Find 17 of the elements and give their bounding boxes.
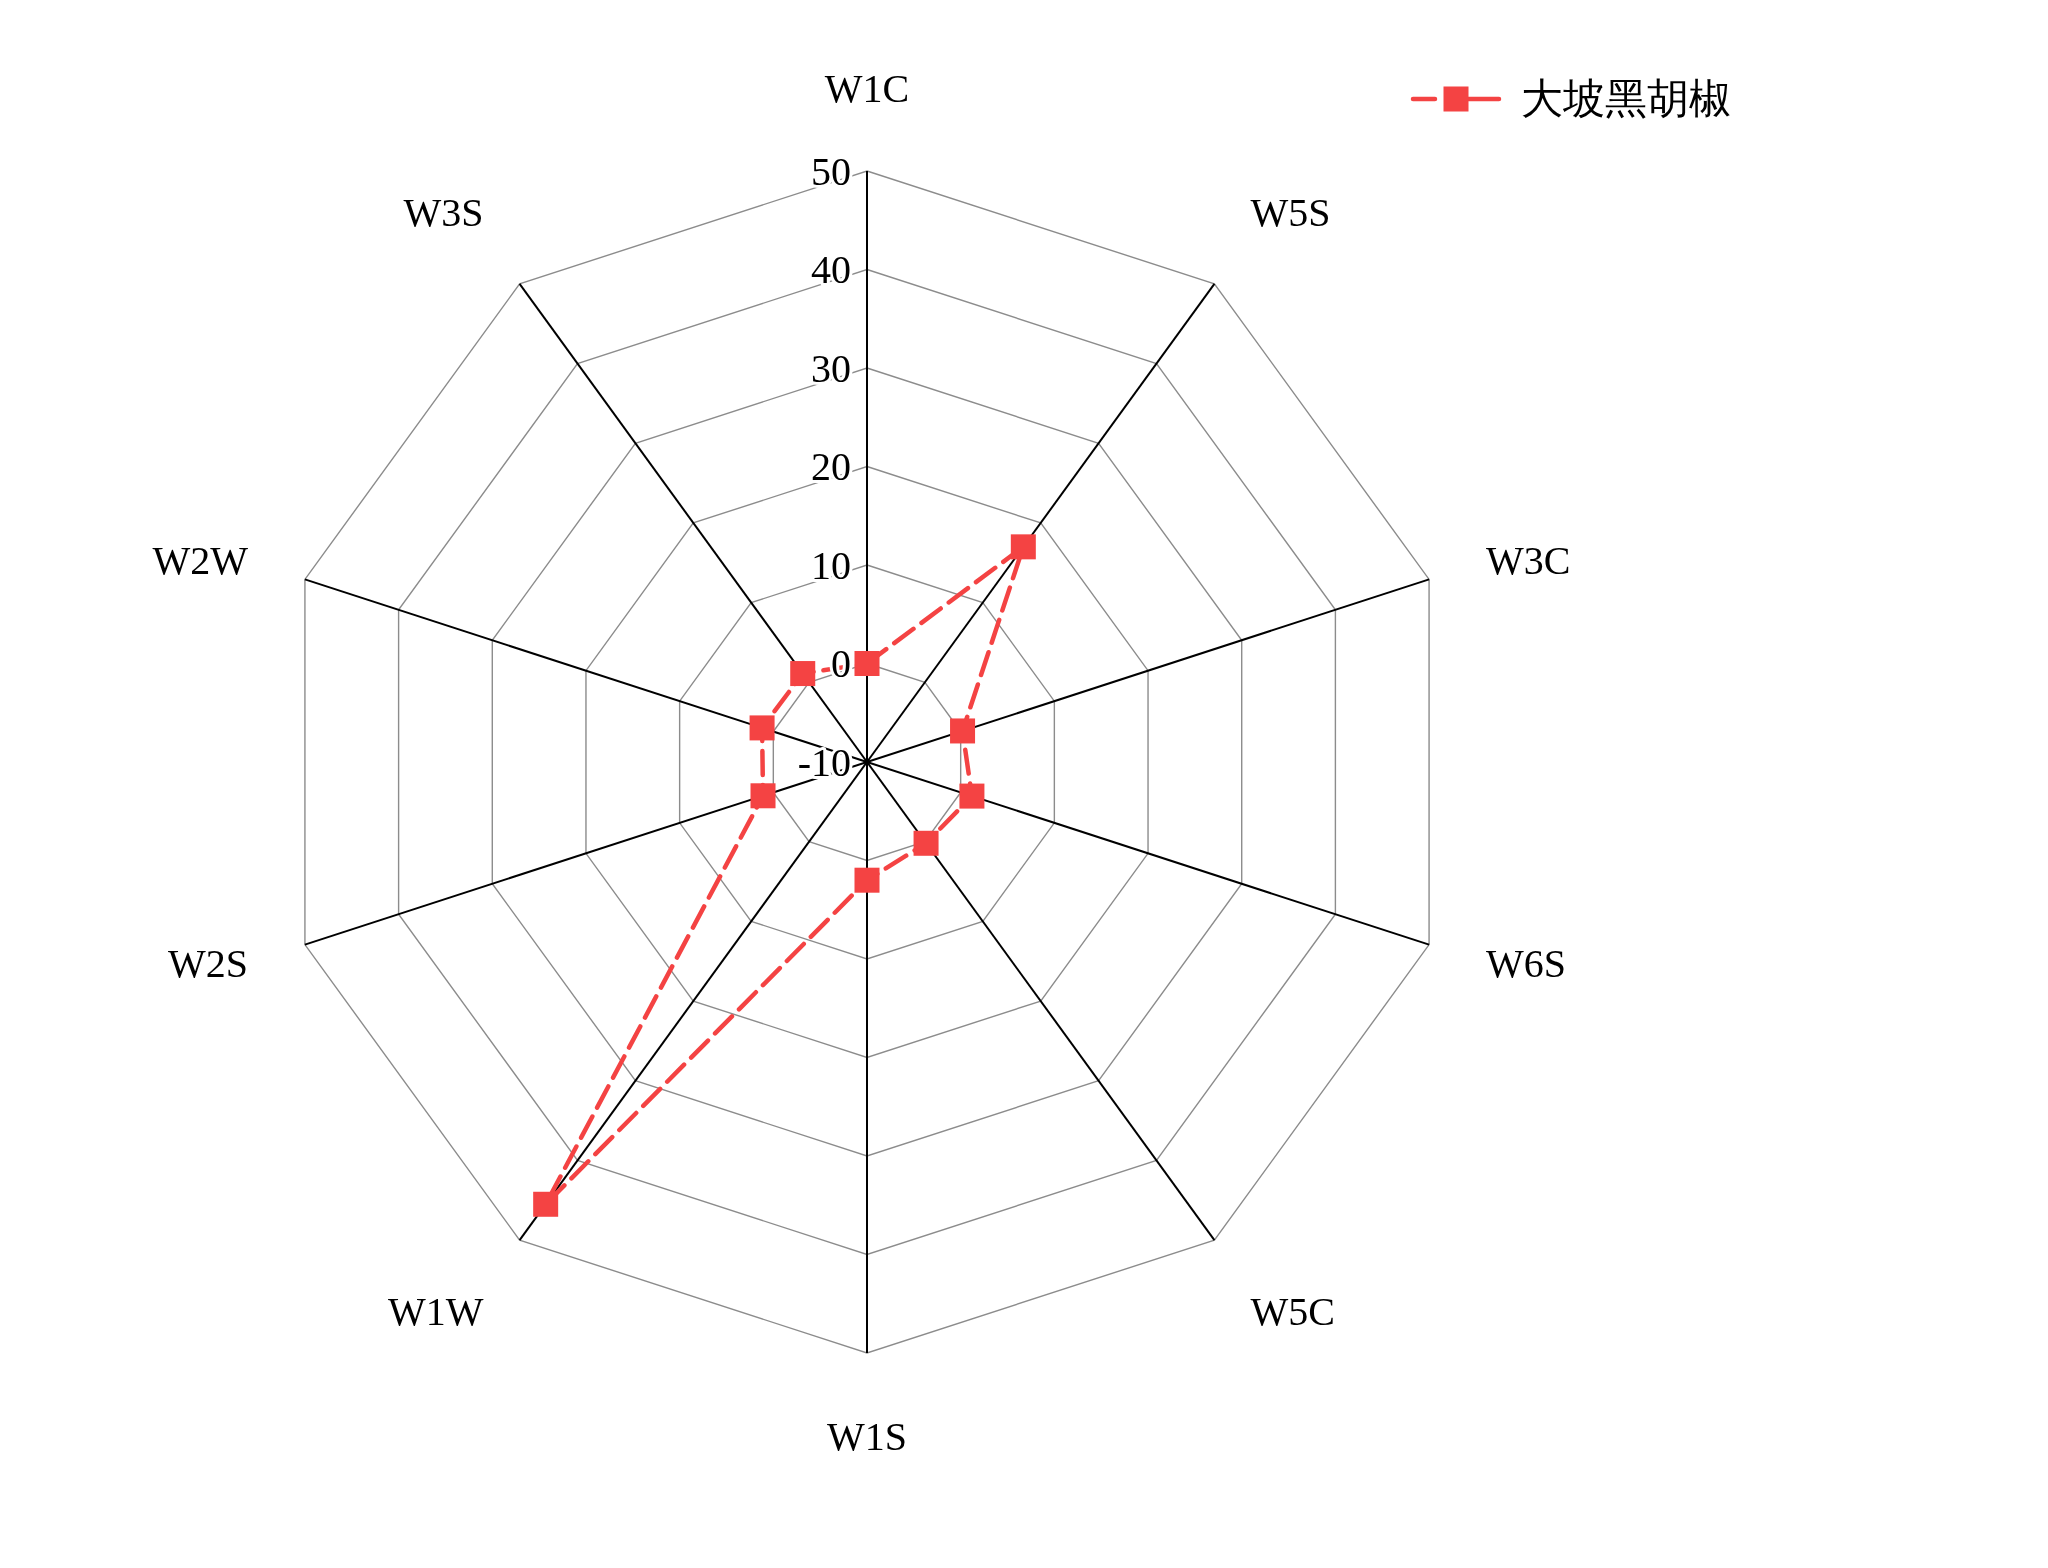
y-tick-label: 10 — [811, 542, 851, 588]
y-tick-label: 20 — [811, 444, 851, 489]
y-tick-label: 40 — [811, 247, 851, 292]
legend-label: 大坡黑胡椒 — [1521, 76, 1731, 122]
y-tick-label: -10 — [797, 739, 851, 785]
y-tick-label: 50 — [811, 148, 851, 194]
spoke-label: W3C — [1486, 538, 1571, 584]
spoke-label: W3S — [403, 189, 484, 235]
spoke-label: W6S — [1486, 940, 1567, 986]
spoke-label: W2W — [152, 538, 249, 584]
spoke-label: W5C — [1250, 1289, 1335, 1335]
spoke-label: W2S — [167, 940, 248, 986]
spoke-label: W1W — [388, 1289, 484, 1335]
spoke-label: W1S — [827, 1413, 907, 1459]
spoke-label: W5S — [1250, 189, 1331, 235]
spoke-label: W1C — [824, 65, 910, 111]
y-tick-label: 30 — [811, 345, 851, 391]
